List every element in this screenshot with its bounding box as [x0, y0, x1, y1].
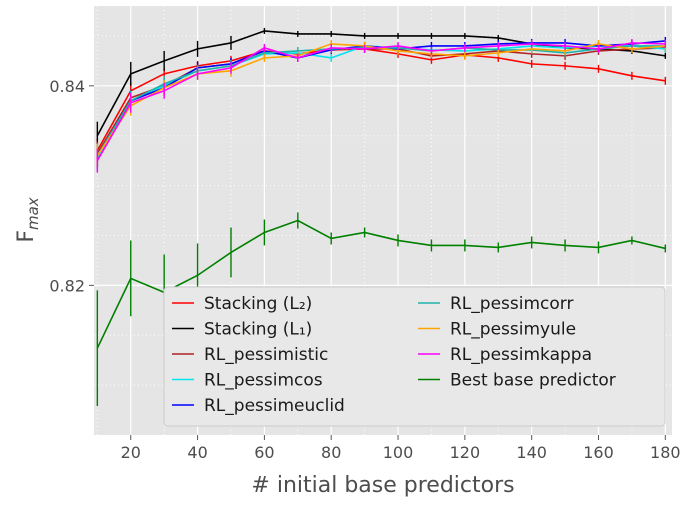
x-axis-ticks: 20 40 60 80 100 120 140 160 180: [121, 435, 681, 462]
legend-label: RL_pessimcorr: [450, 294, 573, 314]
legend-label: RL_pessimcos: [204, 371, 323, 391]
x-tick-label: 100: [383, 443, 414, 462]
y-axis-label-subscript: max: [24, 197, 42, 230]
legend-label: Best base predictor: [450, 371, 616, 391]
legend-label: RL_pessimkappa: [450, 345, 592, 365]
x-tick-label: 140: [516, 443, 547, 462]
x-tick-label: 180: [650, 443, 681, 462]
x-tick-label: 40: [187, 443, 207, 462]
y-tick-label: 0.82: [49, 276, 85, 295]
legend-label: Stacking (L₁): [204, 320, 312, 340]
legend-label: RL_pessimistic: [204, 345, 328, 365]
y-axis-ticks: 0.82 0.84: [49, 77, 94, 296]
svg-text:Fmax: Fmax: [14, 197, 42, 242]
y-axis-label-main: F: [14, 230, 39, 243]
y-axis-label: Fmax: [14, 197, 42, 242]
x-tick-label: 120: [450, 443, 481, 462]
x-tick-label: 160: [583, 443, 614, 462]
legend-label: RL_pessimyule: [450, 320, 576, 340]
x-tick-label: 20: [121, 443, 141, 462]
x-axis-label: # initial base predictors: [251, 473, 514, 498]
x-tick-label: 80: [321, 443, 341, 462]
legend: Stacking (L₂) Stacking (L₁) RL_pessimistic…: [164, 287, 665, 426]
y-tick-label: 0.84: [49, 77, 85, 96]
legend-label: RL_pessimeuclid: [204, 396, 345, 416]
x-tick-label: 60: [254, 443, 274, 462]
legend-label: Stacking (L₂): [204, 294, 312, 314]
